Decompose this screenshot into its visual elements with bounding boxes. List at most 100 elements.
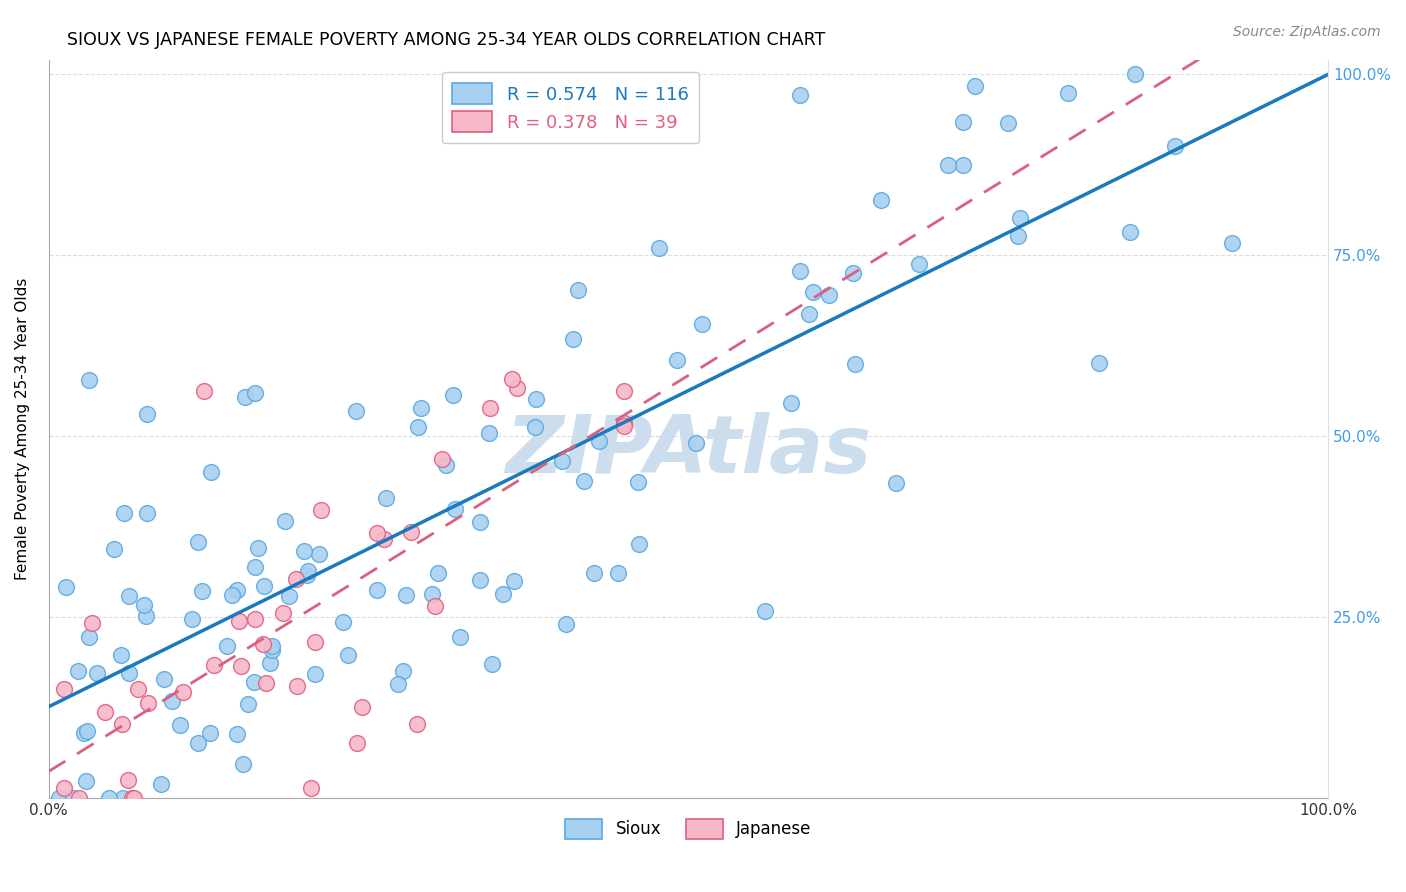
Point [479, 401, 502, 415]
Point [202, 657, 225, 672]
Point [801, 285, 824, 299]
Point [187, 535, 209, 549]
Point [160, 694, 183, 708]
Point [149, 777, 172, 791]
Point [253, 579, 276, 593]
Point [366, 583, 388, 598]
Point [111, 716, 134, 731]
Point [685, 436, 707, 450]
Point [936, 158, 959, 172]
Point [226, 727, 249, 741]
Point [118, 590, 141, 604]
Point [114, 506, 136, 520]
Point [375, 491, 398, 506]
Point [426, 566, 449, 580]
Point [55, 580, 77, 594]
Point [449, 630, 471, 644]
Point [346, 736, 368, 750]
Point [1057, 86, 1080, 100]
Point [229, 658, 252, 673]
Point [524, 392, 547, 407]
Point [754, 604, 776, 618]
Point [444, 502, 467, 516]
Point [1220, 235, 1243, 250]
Point [1123, 67, 1146, 81]
Point [481, 657, 503, 671]
Point [153, 673, 176, 687]
Point [117, 772, 139, 787]
Point [278, 589, 301, 603]
Point [190, 583, 212, 598]
Point [75, 774, 97, 789]
Point [1010, 211, 1032, 225]
Point [246, 541, 269, 555]
Point [285, 679, 308, 693]
Point [470, 574, 492, 588]
Point [193, 384, 215, 399]
Point [48, 791, 70, 805]
Point [366, 526, 388, 541]
Point [411, 401, 433, 415]
Text: ZIPAtlas: ZIPAtlas [505, 412, 872, 490]
Point [299, 781, 322, 796]
Point [613, 419, 636, 434]
Point [789, 87, 811, 102]
Point [399, 525, 422, 540]
Point [243, 674, 266, 689]
Point [135, 506, 157, 520]
Point [572, 474, 595, 488]
Point [406, 420, 429, 434]
Point [259, 657, 281, 671]
Point [870, 193, 893, 207]
Point [501, 372, 523, 386]
Point [122, 791, 145, 805]
Point [169, 718, 191, 732]
Point [1007, 229, 1029, 244]
Point [436, 458, 458, 472]
Point [648, 241, 671, 255]
Point [76, 724, 98, 739]
Point [607, 566, 630, 581]
Point [134, 598, 156, 612]
Point [111, 791, 134, 805]
Point [613, 416, 636, 430]
Point [53, 681, 76, 696]
Point [406, 717, 429, 731]
Point [262, 643, 284, 657]
Point [238, 697, 260, 711]
Point [666, 353, 689, 368]
Point [423, 599, 446, 613]
Point [309, 503, 332, 517]
Point [297, 564, 319, 578]
Point [245, 560, 267, 574]
Point [336, 648, 359, 662]
Point [1118, 225, 1140, 239]
Point [332, 615, 354, 630]
Point [136, 407, 159, 421]
Point [627, 475, 650, 489]
Point [492, 587, 515, 601]
Point [228, 614, 250, 628]
Point [420, 587, 443, 601]
Point [441, 388, 464, 402]
Point [613, 384, 636, 399]
Point [271, 606, 294, 620]
Point [217, 639, 239, 653]
Point [284, 572, 307, 586]
Point [952, 114, 974, 128]
Point [103, 541, 125, 556]
Text: SIOUX VS JAPANESE FEMALE POVERTY AMONG 25-34 YEAR OLDS CORRELATION CHART: SIOUX VS JAPANESE FEMALE POVERTY AMONG 2… [67, 31, 825, 49]
Point [181, 612, 204, 626]
Point [274, 514, 297, 528]
Point [818, 288, 841, 302]
Point [67, 791, 90, 805]
Point [350, 699, 373, 714]
Point [243, 385, 266, 400]
Point [292, 544, 315, 558]
Point [254, 675, 277, 690]
Point [506, 381, 529, 395]
Point [260, 639, 283, 653]
Point [478, 425, 501, 440]
Point [135, 608, 157, 623]
Point [53, 780, 76, 795]
